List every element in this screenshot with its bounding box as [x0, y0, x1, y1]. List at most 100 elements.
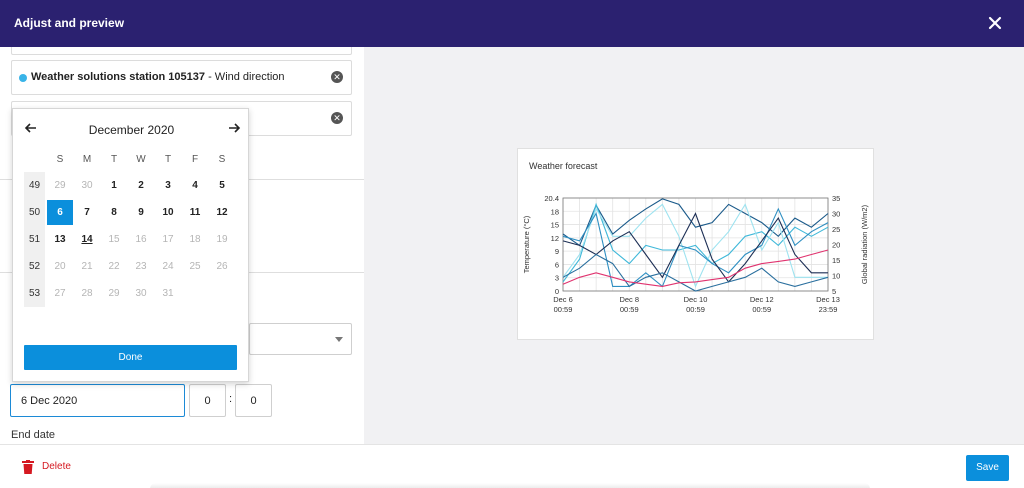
- y-tick-label: 9: [555, 247, 559, 256]
- calendar-day[interactable]: 8: [111, 207, 117, 218]
- calendar-day[interactable]: 20: [54, 261, 66, 272]
- calendar-day[interactable]: 12: [216, 207, 228, 218]
- y2-tick-label: 25: [832, 225, 840, 234]
- y-tick-label: 0: [555, 287, 559, 296]
- y2-tick-label: 35: [832, 194, 840, 203]
- series-row-partial: [11, 47, 352, 55]
- series-line: [562, 203, 828, 288]
- arrow-right-icon[interactable]: [227, 121, 241, 135]
- close-icon[interactable]: [986, 14, 1004, 32]
- selected-day[interactable]: 6: [47, 200, 73, 225]
- done-button[interactable]: Done: [24, 345, 237, 370]
- y-tick-label: 6: [555, 260, 559, 269]
- calendar-day[interactable]: 16: [135, 234, 147, 245]
- scroll-shadow: [150, 483, 870, 488]
- weekday-header: W: [136, 154, 146, 165]
- calendar-day[interactable]: 27: [54, 288, 66, 299]
- calendar-day[interactable]: 29: [108, 288, 120, 299]
- week-number: 52: [28, 261, 41, 272]
- calendar-day[interactable]: 10: [162, 207, 174, 218]
- weather-chart: Weather forecast 20.41815129630353025201…: [522, 161, 869, 314]
- series-color-dot: [19, 74, 27, 82]
- series-line: [562, 212, 828, 283]
- calendar-day[interactable]: 5: [219, 180, 225, 191]
- weekday-header: F: [191, 154, 199, 165]
- series-line: [562, 249, 829, 287]
- chevron-down-icon: [335, 337, 343, 342]
- x-tick-label: Dec 12: [750, 295, 774, 304]
- remove-series-icon[interactable]: ✕: [331, 112, 343, 124]
- dialog-title: Adjust and preview: [14, 16, 125, 30]
- calendar-day[interactable]: 15: [108, 234, 120, 245]
- y-tick-label: 20.4: [544, 194, 559, 203]
- calendar-day[interactable]: 9: [138, 207, 144, 218]
- x-tick-label: 00:59: [686, 305, 705, 314]
- calendar-month-label: December 2020: [88, 123, 175, 137]
- arrow-left-icon[interactable]: [24, 121, 38, 135]
- series-line: [562, 253, 829, 292]
- calendar-day[interactable]: 24: [162, 261, 174, 272]
- remove-series-icon[interactable]: ✕: [331, 71, 343, 83]
- x-tick-label: Dec 10: [684, 295, 708, 304]
- calendar-day[interactable]: 22: [108, 261, 120, 272]
- x-tick-label: 00:59: [620, 305, 639, 314]
- series-label: Weather solutions station 105137 - Wind …: [31, 71, 285, 83]
- y2-axis-label: Global radiation (W/m2): [860, 204, 869, 284]
- calendar-day[interactable]: 17: [162, 234, 174, 245]
- dialog-header: Adjust and preview: [0, 0, 1024, 47]
- weekday-header: T: [110, 154, 118, 165]
- calendar-day[interactable]: 18: [189, 234, 201, 245]
- calendar-day[interactable]: 4: [192, 180, 198, 191]
- calendar-day[interactable]: 21: [81, 261, 93, 272]
- calendar-day[interactable]: 26: [216, 261, 228, 272]
- calendar-day[interactable]: 7: [84, 207, 90, 218]
- series-line: [562, 207, 829, 288]
- week-number: 53: [28, 288, 41, 299]
- date-picker: December 2020 Done S M T W T F S 49 29 30 1 2 3 4 5 50 6…: [12, 108, 249, 382]
- week-number-column: [24, 172, 45, 307]
- week-number: 49: [28, 180, 41, 191]
- calendar-day[interactable]: 23: [135, 261, 147, 272]
- footer-bar: Delete Save: [0, 444, 1024, 488]
- calendar-day[interactable]: 19: [216, 234, 228, 245]
- x-tick-label: Dec 6: [553, 295, 573, 304]
- calendar-day[interactable]: 25: [189, 261, 201, 272]
- weekday-header: S: [56, 154, 64, 165]
- y-axis-label: Temperature (°C): [522, 215, 531, 273]
- x-tick-label: Dec 13: [816, 295, 840, 304]
- calendar-day[interactable]: 31: [162, 288, 174, 299]
- weekday-header: T: [164, 154, 172, 165]
- x-tick-label: 00:59: [554, 305, 573, 314]
- calendar-day[interactable]: 2: [138, 180, 144, 191]
- x-tick-label: 00:59: [752, 305, 771, 314]
- delete-label: Delete: [42, 461, 71, 472]
- period-select[interactable]: [249, 323, 352, 355]
- calendar-day[interactable]: 28: [81, 288, 93, 299]
- week-number: 51: [28, 234, 41, 245]
- week-number: 50: [28, 207, 41, 218]
- start-date-input[interactable]: 6 Dec 2020: [10, 384, 185, 417]
- y-tick-label: 15: [551, 221, 559, 230]
- y-tick-label: 18: [551, 207, 559, 216]
- save-button[interactable]: Save: [966, 455, 1009, 481]
- series-row: Weather solutions station 105137 - Wind …: [11, 60, 352, 95]
- start-minute-input[interactable]: 0: [235, 384, 272, 417]
- calendar-day[interactable]: 30: [81, 180, 93, 191]
- y2-tick-label: 15: [832, 256, 840, 265]
- calendar-day[interactable]: 29: [54, 180, 66, 191]
- start-hour-input[interactable]: 0: [189, 384, 226, 417]
- y2-tick-label: 10: [832, 272, 840, 281]
- calendar-day[interactable]: 14: [81, 234, 93, 245]
- y2-tick-label: 20: [832, 241, 840, 250]
- y2-tick-label: 5: [832, 287, 836, 296]
- calendar-day[interactable]: 1: [111, 180, 117, 191]
- time-separator: :: [229, 393, 233, 405]
- x-tick-label: Dec 8: [619, 295, 639, 304]
- calendar-day[interactable]: 13: [54, 234, 66, 245]
- y-tick-label: 12: [551, 234, 559, 243]
- calendar-day[interactable]: 30: [135, 288, 147, 299]
- calendar-day[interactable]: 3: [165, 180, 171, 191]
- calendar-day[interactable]: 11: [189, 207, 201, 218]
- weekday-header: S: [218, 154, 226, 165]
- chart-title: Weather forecast: [529, 161, 598, 171]
